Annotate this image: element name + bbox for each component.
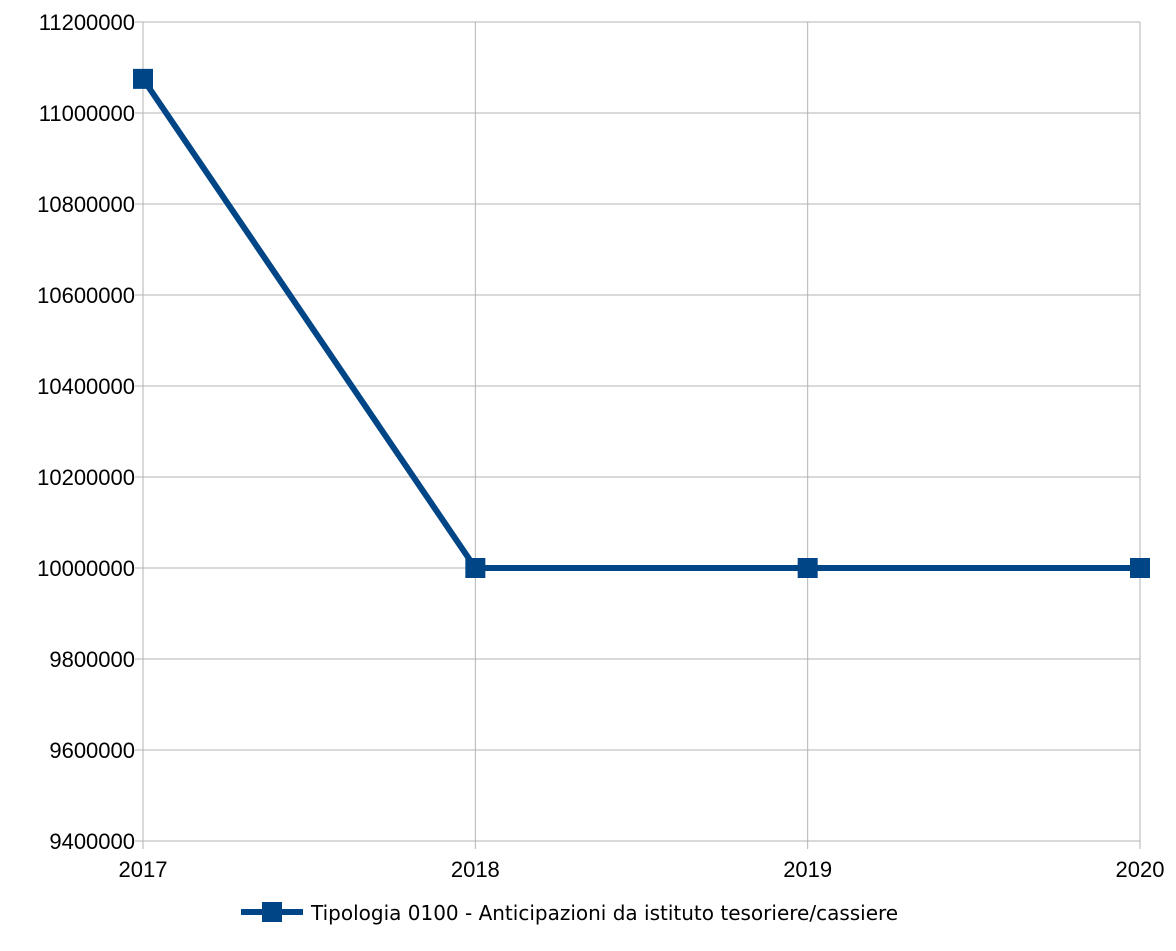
x-axis-tick-labels: 2017 2018 2019 2020 [119, 857, 1165, 882]
gridlines [142, 21, 1141, 842]
axes [135, 21, 1141, 849]
legend-marker-swatch [262, 902, 282, 922]
y-tick-label: 10400000 [37, 374, 135, 399]
y-tick-label: 10600000 [37, 283, 135, 308]
x-tick-label: 2017 [119, 857, 168, 882]
series-line [140, 77, 1140, 571]
legend: Tipologia 0100 - Anticipazioni da istitu… [241, 901, 898, 925]
data-point-marker [133, 68, 153, 89]
x-tick-label: 2018 [451, 857, 500, 882]
series-group [133, 68, 1150, 578]
legend-label: Tipologia 0100 - Anticipazioni da istitu… [310, 901, 898, 925]
y-tick-label: 10200000 [37, 465, 135, 490]
x-tick-label: 2019 [783, 857, 832, 882]
y-tick-label: 11000000 [39, 101, 135, 126]
y-tick-label: 10800000 [37, 192, 135, 217]
y-tick-label: 11200000 [39, 10, 135, 35]
data-point-marker [797, 558, 818, 578]
y-axis-tick-labels: 9400000 9600000 9800000 10000000 10200000 104… [37, 10, 135, 854]
y-tick-label: 9800000 [49, 647, 135, 672]
y-tick-label: 9400000 [49, 829, 135, 854]
data-point-marker [465, 558, 486, 578]
data-point-marker [1130, 558, 1150, 578]
y-tick-label: 9600000 [49, 738, 135, 763]
y-tick-label: 10000000 [37, 556, 135, 581]
x-tick-label: 2020 [1116, 857, 1165, 882]
